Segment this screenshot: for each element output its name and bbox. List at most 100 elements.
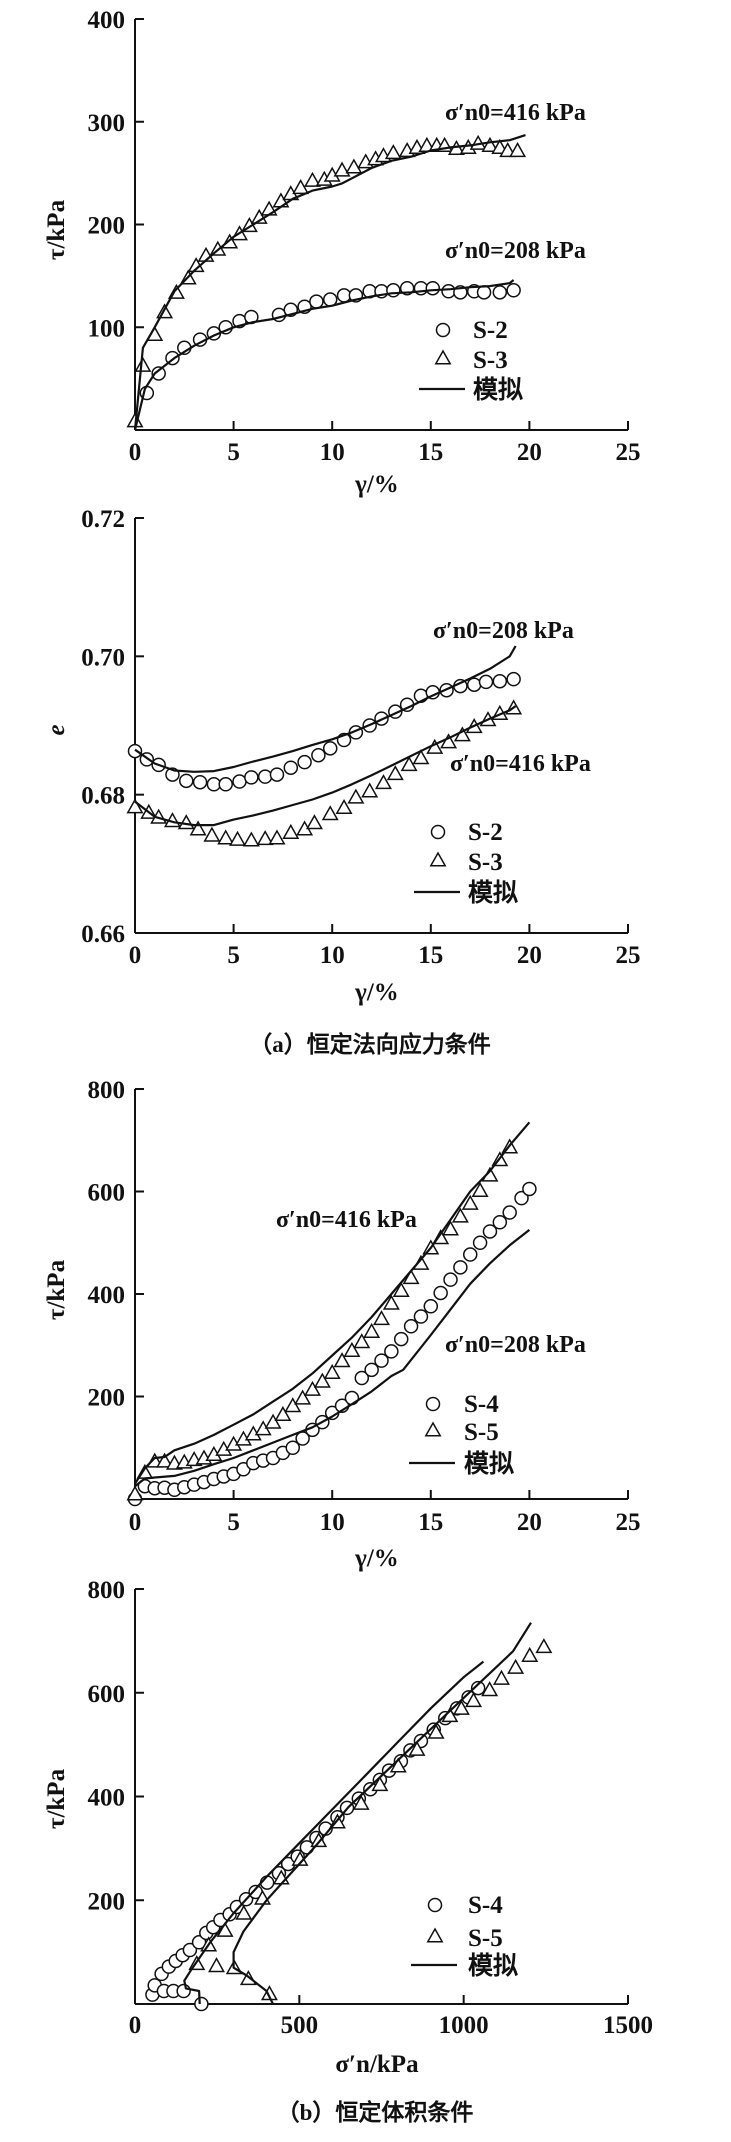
data-point-s-5 — [442, 1220, 460, 1236]
data-point-s-2 — [283, 760, 299, 775]
data-point-s-2 — [297, 754, 312, 770]
legend-triangle-marker — [424, 1421, 442, 1437]
legend-circle-marker — [425, 1396, 441, 1412]
data-point-s-4 — [470, 1680, 486, 1696]
data-point-s-4 — [344, 1390, 360, 1406]
data-point-s-2 — [269, 767, 285, 782]
data-point-s-2 — [218, 777, 233, 792]
simulation-line — [134, 645, 517, 773]
data-point-s-2 — [151, 366, 166, 381]
data-point-s-5 — [389, 1757, 407, 1773]
legend-label: S-5 — [468, 1925, 503, 1952]
data-point-s-2 — [478, 674, 494, 690]
y-tick-label: 200 — [88, 213, 126, 240]
legend-label: S-2 — [468, 819, 503, 846]
data-point-s-3 — [256, 830, 274, 846]
data-point-s-5 — [521, 1646, 539, 1662]
y-tick-label: 0.72 — [81, 506, 125, 533]
x-tick-label: 25 — [616, 439, 641, 466]
data-point-s-5 — [363, 1322, 381, 1338]
x-tick-label: 10 — [320, 942, 345, 969]
data-point-s-5 — [408, 1740, 426, 1756]
data-point-s-2 — [257, 769, 273, 784]
data-point-s-5 — [427, 1723, 445, 1739]
data-point-s-5 — [208, 1957, 225, 1973]
data-point-s-4 — [364, 1362, 379, 1378]
data-point-s-4 — [482, 1224, 498, 1239]
y-tick-label: 0.70 — [81, 644, 125, 671]
data-point-s-3 — [321, 805, 339, 821]
x-tick-label: 20 — [517, 942, 542, 969]
simulation-line — [183, 1660, 485, 2005]
data-point-s-5 — [465, 1692, 483, 1708]
y-tick-label: 600 — [88, 1681, 126, 1708]
x-axis-label: γ/% — [354, 471, 399, 498]
data-point-s-5 — [461, 1194, 479, 1210]
legend-label: 模拟 — [473, 375, 523, 404]
data-point-s-3 — [292, 179, 310, 195]
data-point-s-2 — [466, 677, 482, 692]
data-point-s-3 — [217, 829, 235, 845]
data-point-s-5 — [274, 1405, 292, 1422]
data-point-s-4 — [423, 1299, 439, 1314]
x-axis-label: σ′n/kPa — [335, 2051, 419, 2078]
data-point-s-2 — [244, 770, 259, 785]
y-tick-label: 200 — [88, 1385, 126, 1412]
legend-label: S-2 — [473, 317, 508, 344]
data-point-s-5 — [507, 1658, 525, 1674]
data-point-s-3 — [386, 765, 404, 781]
data-point-s-2 — [179, 773, 194, 789]
data-point-s-2 — [322, 741, 338, 756]
x-tick-label: 1000 — [439, 2012, 489, 2039]
data-point-s-5 — [313, 1372, 331, 1388]
simulation-line — [232, 1622, 532, 2005]
legend-triangle-marker — [434, 349, 452, 365]
data-point-s-4 — [522, 1181, 537, 1197]
chart-panel-4: 0 500 1000 1500 200 400 600 800 σ′n/kPa τ/kPa S-4 S… — [43, 1577, 653, 2078]
data-point-s-2 — [127, 743, 143, 759]
legend-circle-marker — [427, 1897, 443, 1913]
data-point-s-3 — [303, 171, 321, 187]
data-point-s-5 — [156, 1452, 174, 1468]
legend-label: S-4 — [468, 1892, 503, 1919]
data-point-s-4 — [462, 1247, 478, 1262]
chart-panel-2: 0 5 10 15 20 25 0.66 0.68 0.70 0.72 γ/% e σ′n0=208 k… — [43, 506, 641, 1006]
data-point-s-3 — [347, 788, 365, 804]
data-point-s-4 — [393, 1331, 409, 1347]
data-point-s-2 — [232, 774, 247, 789]
x-tick-label: 500 — [281, 2012, 319, 2039]
data-point-s-4 — [403, 1319, 419, 1334]
data-point-s-3 — [412, 749, 430, 765]
chart-panel-1: 0 5 10 15 20 25 100 200 300 400 γ/% τ/kPa σ′n0=416 k… — [43, 7, 641, 498]
data-point-s-4 — [514, 1190, 529, 1206]
data-point-s-5 — [451, 1207, 469, 1223]
data-point-s-2 — [309, 294, 324, 309]
data-point-s-3 — [361, 782, 379, 798]
data-point-s-4 — [453, 1260, 468, 1275]
simulation-line — [134, 1229, 531, 1488]
data-point-s-5 — [284, 1397, 302, 1413]
simulation-line — [134, 1121, 531, 1485]
x-tick-label: 0 — [129, 1509, 142, 1536]
y-axis-label: τ/kPa — [43, 1259, 70, 1320]
data-point-s-3 — [250, 208, 268, 224]
y-axis-label: τ/kPa — [43, 199, 70, 260]
data-point-s-4 — [472, 1235, 488, 1250]
data-point-s-4 — [384, 1344, 399, 1359]
data-point-s-5 — [392, 1281, 410, 1297]
data-point-s-2 — [425, 280, 441, 296]
simulation-line — [133, 134, 526, 431]
data-point-s-5 — [535, 1638, 553, 1654]
caption-a: （a）恒定法向应力条件 — [249, 1031, 491, 1057]
data-point-s-3 — [509, 142, 527, 158]
data-point-s-5 — [294, 1389, 312, 1405]
data-point-s-3 — [374, 774, 392, 790]
annotation-label: σ′n0=416 kPa — [445, 100, 586, 126]
caption-b: （b）恒定体积条件 — [277, 2099, 474, 2125]
legend-triangle-marker — [429, 851, 447, 867]
y-axis-label: e — [43, 724, 70, 735]
data-point-s-2 — [206, 777, 222, 792]
data-point-s-5 — [352, 1794, 370, 1810]
data-point-s-5 — [452, 1699, 470, 1715]
y-tick-label: 400 — [88, 1785, 126, 1812]
